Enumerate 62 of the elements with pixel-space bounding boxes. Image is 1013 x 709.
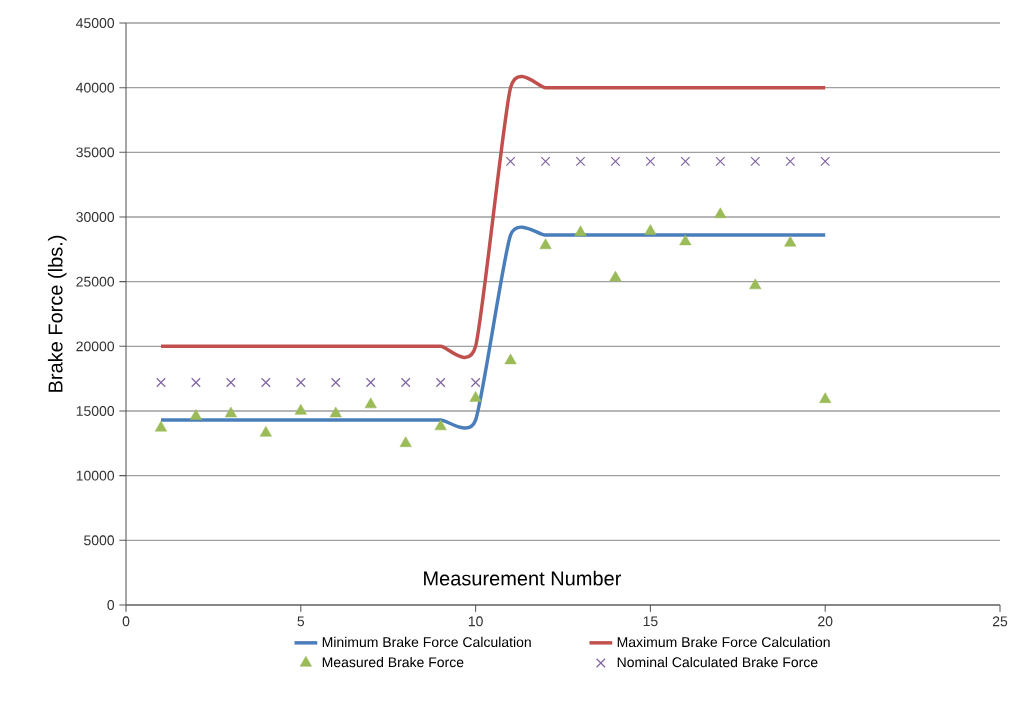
point: [819, 392, 832, 403]
y-tick-label: 30000: [76, 212, 115, 222]
x-axis-title: Measurement Number: [424, 570, 622, 586]
point: [505, 156, 516, 167]
y-axis-title: Brake Force (lbs.): [47, 235, 67, 392]
point: [610, 156, 621, 167]
y-tick-label: 15000: [76, 406, 115, 416]
point: [715, 156, 726, 167]
y-tick-label: 35000: [76, 147, 115, 158]
point: [644, 224, 657, 235]
y-tick-label: 40000: [76, 82, 115, 93]
x-tick-label: 15: [643, 616, 658, 627]
y-tick-label: 45000: [76, 18, 115, 28]
point: [609, 270, 622, 282]
point: [540, 156, 551, 167]
point: [645, 156, 656, 167]
point: [784, 235, 797, 247]
point: [224, 406, 237, 418]
y-tick-label: 20000: [76, 341, 115, 352]
y-tick-label: 5000: [84, 535, 115, 546]
point: [294, 404, 307, 415]
legend-label: Minimum Brake Force Calculation: [322, 636, 531, 648]
point: [330, 377, 341, 388]
point: [575, 156, 586, 167]
y-tick-label: 10000: [76, 470, 115, 481]
point: [259, 426, 272, 437]
x-tick-label: 20: [818, 616, 833, 627]
point: [504, 353, 517, 365]
legend-label: Measured Brake Force: [322, 656, 464, 668]
point: [364, 397, 377, 409]
point: [469, 391, 482, 402]
point: [574, 225, 587, 237]
legend-label: Maximum Brake Force Calculation: [617, 636, 830, 648]
point: [785, 156, 796, 167]
x-tick-label: 10: [468, 616, 483, 627]
point: [714, 207, 727, 219]
point: [261, 377, 271, 388]
y-tick-label: 0: [107, 600, 115, 610]
point: [189, 409, 202, 420]
x-tick-label: 0: [122, 616, 130, 627]
point: [400, 377, 411, 388]
point: [435, 377, 446, 388]
point: [820, 156, 831, 167]
point: [399, 436, 412, 447]
point: [679, 234, 692, 246]
point: [749, 278, 762, 290]
x-tick-label: 25: [992, 616, 1008, 627]
point: [295, 377, 306, 388]
point: [680, 156, 691, 167]
point: [539, 238, 552, 250]
y-tick-label: 25000: [76, 276, 115, 287]
point: [154, 420, 168, 432]
point: [156, 377, 166, 388]
x-tick-label: 5: [297, 616, 305, 627]
point: [329, 406, 342, 418]
point: [434, 419, 447, 431]
point: [470, 377, 481, 388]
point: [191, 377, 201, 388]
point: [750, 156, 761, 167]
point: [226, 377, 236, 388]
point: [365, 377, 376, 388]
legend-label: Nominal Calculated Brake Force: [617, 656, 818, 668]
